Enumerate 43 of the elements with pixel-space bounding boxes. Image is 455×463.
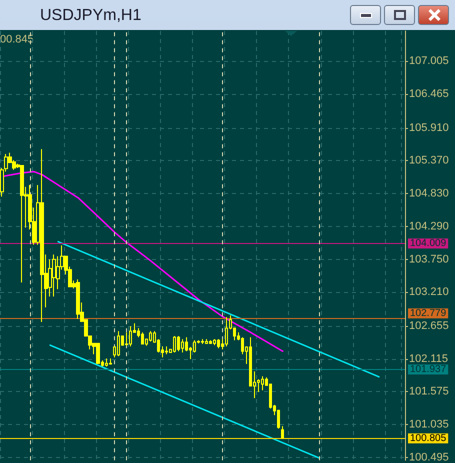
y-tick-label: 105.910 xyxy=(409,122,449,134)
chart-title: USDJPYm,H1 xyxy=(40,7,142,25)
candlestick xyxy=(105,358,108,367)
candlestick xyxy=(109,358,112,366)
candlestick xyxy=(201,338,204,344)
y-tick-label: 105.370 xyxy=(409,154,449,167)
ref-line-label: 102.779 xyxy=(410,308,447,319)
y-tick-label: 101.575 xyxy=(409,386,449,398)
y-tick-label: 102.655 xyxy=(409,320,449,332)
y-tick-label: 102.115 xyxy=(409,352,448,365)
candlestick xyxy=(40,148,44,323)
candlestick xyxy=(277,409,280,430)
candlestick xyxy=(209,340,212,344)
candlestick xyxy=(173,336,176,353)
candlestick xyxy=(281,426,284,440)
candlestick xyxy=(225,316,228,347)
candlestick xyxy=(117,330,120,357)
y-tick-label: 106.465 xyxy=(409,88,449,100)
candlestick xyxy=(165,346,168,355)
candlestick xyxy=(129,326,132,347)
candlestick xyxy=(217,338,220,349)
y-tick-label: 103.750 xyxy=(409,253,449,266)
ref-line-label: 100.805 xyxy=(410,432,447,444)
y-tick-label: 104.830 xyxy=(409,188,449,200)
y-tick-label: 104.290 xyxy=(409,220,449,232)
candlestick xyxy=(205,338,208,344)
candlestick xyxy=(20,164,24,283)
candlestick xyxy=(213,338,216,346)
candlestick xyxy=(261,376,264,391)
candlestick xyxy=(177,336,180,352)
ref-line-label: 104.009 xyxy=(410,238,447,249)
ref-line-label: 101.937 xyxy=(410,364,447,376)
candlestick xyxy=(52,254,56,297)
candlestick xyxy=(181,338,184,353)
y-tick-label: 101.035 xyxy=(409,418,449,431)
line-series xyxy=(1,170,284,352)
candlestick xyxy=(141,332,144,344)
y-tick-label: 107.005 xyxy=(409,55,449,68)
candlestick xyxy=(76,278,80,320)
candlestick xyxy=(149,330,152,342)
candlestick xyxy=(96,342,100,365)
y-tick-label: 103.210 xyxy=(409,286,449,298)
y-tick-label: 100.495 xyxy=(409,452,449,463)
